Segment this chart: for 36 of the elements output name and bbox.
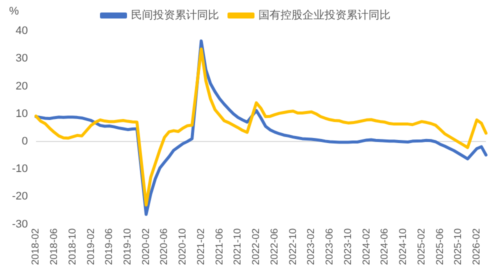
y-tick-label: -10 bbox=[12, 163, 28, 176]
x-tick-label: 2021-06 bbox=[214, 228, 226, 266]
x-tick-label: 2024-06 bbox=[380, 228, 391, 266]
x-tick-label: 2021-10 bbox=[232, 228, 244, 266]
y-tick-label: 0 bbox=[22, 135, 28, 148]
legend-label: 国有控股企业投资累计同比 bbox=[258, 8, 390, 22]
y-tick-label: 40 bbox=[16, 25, 28, 38]
x-tick-label: 2018-10 bbox=[67, 228, 78, 266]
x-tick-label: 2022-10 bbox=[288, 228, 299, 266]
x-tick-label: 2020-06 bbox=[159, 228, 170, 266]
x-tick-label: 2025-10 bbox=[453, 228, 464, 266]
x-tick-label: 2025-02 bbox=[416, 228, 428, 266]
x-tick-label: 2019-06 bbox=[104, 228, 116, 266]
x-tick-label: 2022-06 bbox=[269, 228, 280, 266]
x-tick-label: 2026-02 bbox=[472, 228, 483, 266]
y-tick-label: 30 bbox=[16, 52, 28, 65]
x-tick-label: 2024-02 bbox=[361, 228, 372, 266]
x-tick-label: 2020-10 bbox=[178, 228, 189, 266]
x-tick-label: 2022-02 bbox=[251, 228, 262, 266]
x-tick-label: 2023-06 bbox=[324, 228, 336, 266]
x-tick-label: 2019-10 bbox=[122, 228, 134, 266]
x-tick-label: 2023-10 bbox=[342, 228, 354, 266]
legend-label: 民间投资累计同比 bbox=[131, 8, 219, 22]
y-tick-label: -20 bbox=[12, 190, 28, 203]
x-tick-label: 2024-10 bbox=[398, 228, 410, 266]
x-tick-label: 2018-02 bbox=[30, 228, 42, 266]
y-tick-label: 20 bbox=[16, 80, 28, 92]
x-tick-label: 2018-06 bbox=[49, 228, 60, 266]
y-tick-label: 10 bbox=[16, 108, 28, 120]
x-tick-label: 2019-02 bbox=[86, 228, 97, 266]
x-tick-label: 2025-06 bbox=[434, 228, 446, 266]
y-axis-title: % bbox=[9, 6, 20, 18]
x-tick-label: 2020-02 bbox=[140, 228, 152, 266]
x-tick-label: 2023-02 bbox=[306, 228, 318, 266]
y-tick-label: -30 bbox=[12, 218, 28, 230]
x-tick-label: 2021-02 bbox=[196, 228, 207, 266]
